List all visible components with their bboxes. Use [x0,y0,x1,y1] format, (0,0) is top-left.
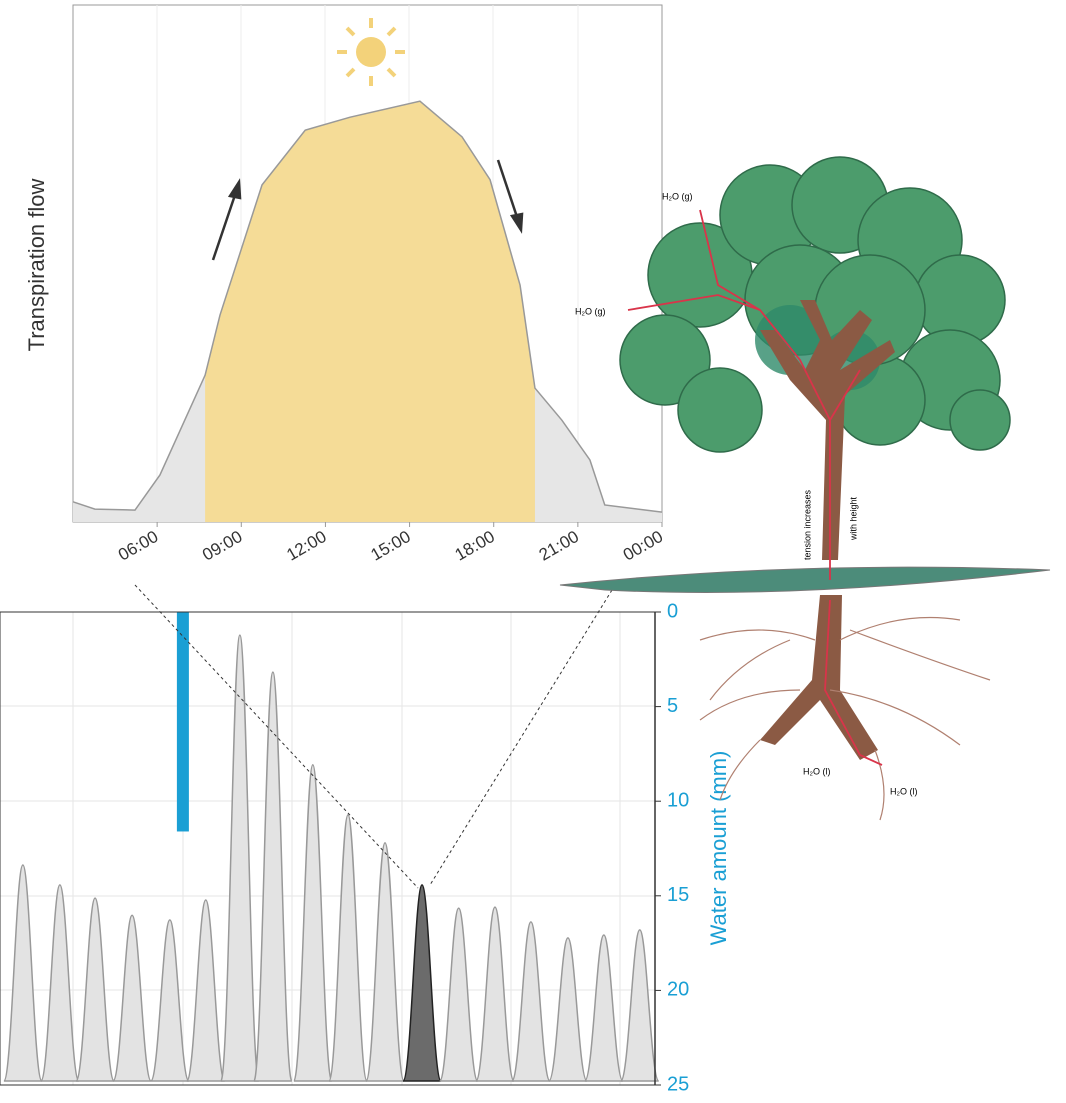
x-tick-label: 06:00 [115,527,161,565]
y2-tick-label: 15 [667,884,689,906]
y2-tick-label: 25 [667,1073,689,1095]
x-tick-label: 09:00 [199,527,245,565]
x-tick-label: 12:00 [283,527,329,565]
y-axis-label: Transpiration flow [24,178,49,351]
x-tick-label: 15:00 [367,527,413,565]
x-tick-label: 00:00 [620,527,666,565]
x-tick-label: 18:00 [452,527,498,565]
transpiration-chart: Transpiration flow 06:00 09:00 12:00 15:00 1… [24,5,666,565]
tension-label: tension increases [802,489,812,560]
h2o-liquid-label: H₂O (l) [803,766,831,776]
rain-bar [177,612,189,831]
y2-axis-label: Water amount (mm) [706,751,731,946]
h2o-gas-label: H₂O (g) [662,191,693,201]
figure: Transpiration flow 06:00 09:00 12:00 15:00 1… [0,0,1066,1103]
height-label: with height [848,496,858,541]
y2-tick-label: 20 [667,979,689,1001]
y2-tick-label: 5 [667,695,678,717]
y2-tick-label: 10 [667,789,689,811]
daily-chart: Water amount (mm) 0 5 10 15 20 25 [0,600,731,1095]
h2o-gas-label: H₂O (g) [575,306,606,316]
h2o-liquid-label: H₂O (l) [890,786,918,796]
y2-tick-label: 0 [667,600,678,622]
x-tick-label: 21:00 [536,527,582,565]
